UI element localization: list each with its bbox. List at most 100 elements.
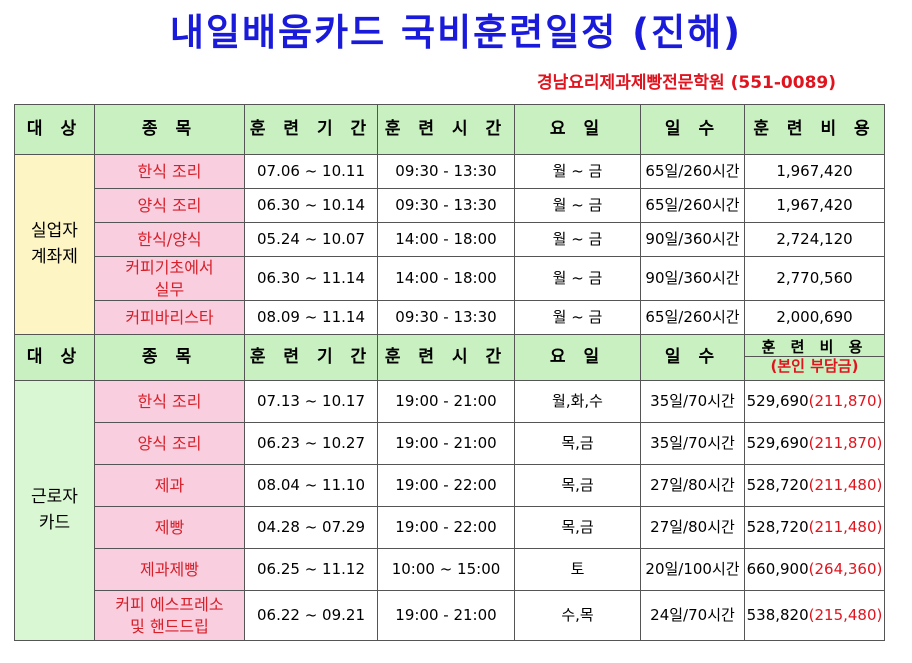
training-period: 06.22 ~ 09.21 xyxy=(244,590,378,642)
table-row: 제빵 04.28 ~ 07.29 19:00 - 22:00 목,금 27일/80시간 5… xyxy=(15,506,885,550)
table-row: 커피바리스타 08.09 ~ 11.14 09:30 - 13:30 월 ~ 금 65일… xyxy=(15,300,885,336)
cost-value: 1,967,420 xyxy=(776,162,853,181)
training-duration: 65일/260시간 xyxy=(640,154,745,189)
header-duration: 일 수 xyxy=(640,104,745,155)
header-cost: 훈 련 비 용 xyxy=(744,104,885,155)
training-period: 06.30 ~ 10.14 xyxy=(244,188,378,223)
training-time: 19:00 - 21:00 xyxy=(377,590,515,642)
course-name: 제과 xyxy=(94,464,245,508)
course-label: 양식 조리 xyxy=(137,195,202,215)
course-name: 한식/양식 xyxy=(94,222,245,257)
course-label: 한식/양식 xyxy=(137,229,202,249)
header-duration: 일 수 xyxy=(640,334,745,382)
training-duration: 35일/70시간 xyxy=(640,380,745,424)
training-days: 수,목 xyxy=(514,590,641,642)
table-row: 한식/양식 05.24 ~ 10.07 14:00 - 18:00 월 ~ 금 90일/… xyxy=(15,222,885,257)
training-time: 10:00 ~ 15:00 xyxy=(377,548,515,592)
course-label: 한식 조리 xyxy=(137,391,202,411)
training-cost: 1,967,420 xyxy=(744,188,885,223)
cost-value: 2,770,560 xyxy=(776,269,853,288)
header-target: 대 상 xyxy=(14,104,95,155)
training-time: 19:00 - 21:00 xyxy=(377,422,515,466)
training-duration: 24일/70시간 xyxy=(640,590,745,642)
course-name: 양식 조리 xyxy=(94,422,245,466)
table-row: 제과제빵 06.25 ~ 11.12 10:00 ~ 15:00 토 20일/100시간… xyxy=(15,548,885,592)
header-days: 요 일 xyxy=(514,334,641,382)
training-period: 06.23 ~ 10.27 xyxy=(244,422,378,466)
training-days: 월 ~ 금 xyxy=(514,255,641,302)
training-cost: 2,000,690 xyxy=(744,300,885,336)
table-row: 양식 조리 06.23 ~ 10.27 19:00 - 21:00 목,금 35일/70… xyxy=(15,422,885,466)
header-target: 대 상 xyxy=(14,334,95,382)
group-target-label: 실업자 계좌제 xyxy=(31,221,78,267)
course-name: 양식 조리 xyxy=(94,188,245,223)
training-days: 월 ~ 금 xyxy=(514,154,641,189)
training-cost: 2,770,560 xyxy=(744,255,885,302)
course-name: 커피바리스타 xyxy=(94,300,245,336)
header-cost-note: (본인 부담금) xyxy=(745,356,884,377)
cost-value: 528,720 xyxy=(746,476,809,495)
table-row: 커피 에스프레소 및 핸드드립 06.22 ~ 09.21 19:00 - 21:0… xyxy=(15,590,885,642)
group-target: 근로자 카드 xyxy=(14,380,95,642)
training-days: 월 ~ 금 xyxy=(514,188,641,223)
self-pay-value: (211,480) xyxy=(808,518,883,537)
training-time: 19:00 - 22:00 xyxy=(377,506,515,550)
course-name: 커피 에스프레소 및 핸드드립 xyxy=(94,590,245,642)
cost-value: 2,000,690 xyxy=(776,308,853,327)
self-pay-value: (215,480) xyxy=(808,606,883,625)
training-duration: 90일/360시간 xyxy=(640,222,745,257)
header-course: 종 목 xyxy=(94,334,245,382)
header-time: 훈 련 시 간 xyxy=(377,334,515,382)
course-name: 커피기초에서 실무 xyxy=(94,255,245,302)
training-period: 07.06 ~ 10.11 xyxy=(244,154,378,189)
training-period: 07.13 ~ 10.17 xyxy=(244,380,378,424)
training-period: 04.28 ~ 07.29 xyxy=(244,506,378,550)
training-days: 목,금 xyxy=(514,506,641,550)
training-duration: 27일/80시간 xyxy=(640,506,745,550)
course-label: 제과 xyxy=(154,475,185,495)
header-period: 훈 련 기 간 xyxy=(244,334,378,382)
training-time: 09:30 - 13:30 xyxy=(377,300,515,336)
cost-value: 538,820 xyxy=(746,606,809,625)
header-period: 훈 련 기 간 xyxy=(244,104,378,155)
cost-value: 529,690 xyxy=(746,392,809,411)
training-time: 14:00 - 18:00 xyxy=(377,255,515,302)
self-pay-value: (264,360) xyxy=(808,560,883,579)
group-target-label: 근로자 카드 xyxy=(31,487,78,533)
training-cost: 538,820(215,480) xyxy=(744,590,885,642)
training-duration: 27일/80시간 xyxy=(640,464,745,508)
page-title: 내일배움카드 국비훈련일정 (진해) xyxy=(169,11,743,54)
table-row: 제과 08.04 ~ 11.10 19:00 - 22:00 목,금 27일/80시간 5… xyxy=(15,464,885,508)
training-duration: 20일/100시간 xyxy=(640,548,745,592)
course-name: 제과제빵 xyxy=(94,548,245,592)
training-duration: 90일/360시간 xyxy=(640,255,745,302)
training-period: 06.30 ~ 11.14 xyxy=(244,255,378,302)
training-time: 09:30 - 13:30 xyxy=(377,188,515,223)
course-label: 양식 조리 xyxy=(137,433,202,453)
course-label: 제과제빵 xyxy=(140,559,199,579)
self-pay-value: (211,870) xyxy=(808,392,883,411)
training-time: 14:00 - 18:00 xyxy=(377,222,515,257)
training-cost: 2,724,120 xyxy=(744,222,885,257)
training-cost: 660,900(264,360) xyxy=(744,548,885,592)
header-cost-label: 훈 련 비 용 xyxy=(761,338,868,357)
training-days: 토 xyxy=(514,548,641,592)
training-period: 08.09 ~ 11.14 xyxy=(244,300,378,336)
course-name: 제빵 xyxy=(94,506,245,550)
training-days: 목,금 xyxy=(514,422,641,466)
cost-value: 528,720 xyxy=(746,518,809,537)
training-time: 09:30 - 13:30 xyxy=(377,154,515,189)
training-time: 19:00 - 22:00 xyxy=(377,464,515,508)
header-days: 요 일 xyxy=(514,104,641,155)
course-label: 제빵 xyxy=(154,517,185,537)
training-cost: 529,690(211,870) xyxy=(744,380,885,424)
training-cost: 529,690(211,870) xyxy=(744,422,885,466)
header-cost: 훈 련 비 용 (본인 부담금) xyxy=(744,334,885,382)
table-row: 커피기초에서 실무 06.30 ~ 11.14 14:00 - 18:00 월 ~ 금… xyxy=(15,255,885,302)
training-period: 08.04 ~ 11.10 xyxy=(244,464,378,508)
training-cost: 1,967,420 xyxy=(744,154,885,189)
self-pay-value: (211,480) xyxy=(808,476,883,495)
